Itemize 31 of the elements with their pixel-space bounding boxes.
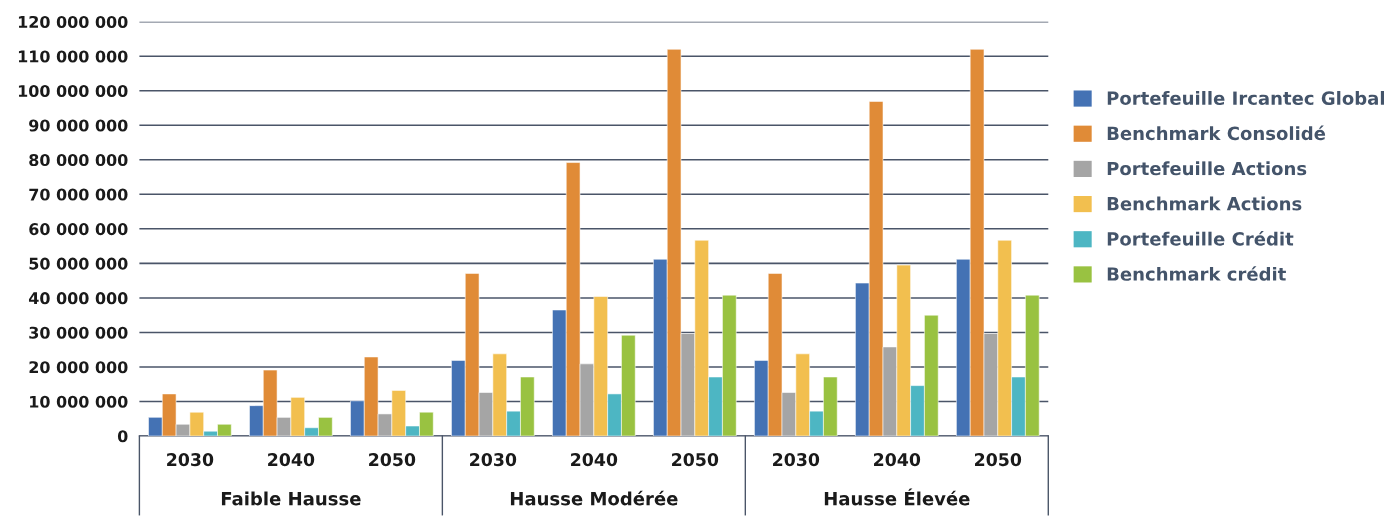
y-tick-label: 10 000 000 [30,395,128,408]
legend-label: Benchmark Consolidé [1107,125,1326,141]
x-tick-label: 2040 [571,452,618,467]
x-tick-label: 2050 [369,452,416,467]
x-tick-label: 2030 [773,452,820,467]
legend-label: Benchmark Actions [1107,196,1302,211]
y-tick-label: 90 000 000 [29,119,128,132]
y-tick-label: 50 000 000 [29,257,128,270]
text: Hausse Élevée [824,488,970,506]
y-tick-label: 60 000 000 [29,223,128,236]
y-tick-label: 120 000 000 [18,15,128,28]
x-tick-label: 2040 [268,452,315,467]
x-tick-label: 2030 [167,452,214,467]
y-tick-label: 20 000 000 [29,361,128,374]
x-tick-label: 2050 [975,452,1022,467]
legend-label: Portefeuille Actions [1107,161,1307,176]
x-tick-label: 2030 [470,452,517,467]
legend-label: Portefeuille Crédit [1107,230,1294,246]
legend-label: Portefeuille Ircantec Global [1107,91,1385,105]
text: Faible Hausse [221,491,361,506]
x-tick-label: 2050 [672,452,719,467]
y-tick-label: 100 000 000 [18,84,128,98]
y-tick-label: 30 000 000 [29,326,128,339]
y-tick-label: 0 [117,430,128,443]
y-tick-label: 40 000 000 [28,292,128,305]
y-tick-label: 70 000 000 [29,188,128,201]
text: Hausse Modérée [510,490,678,506]
legend-label: Benchmark crédit [1107,266,1286,281]
y-tick-label: 110 000 000 [18,50,128,63]
y-tick-label: 80 000 000 [29,154,128,167]
x-tick-label: 2040 [874,452,921,467]
